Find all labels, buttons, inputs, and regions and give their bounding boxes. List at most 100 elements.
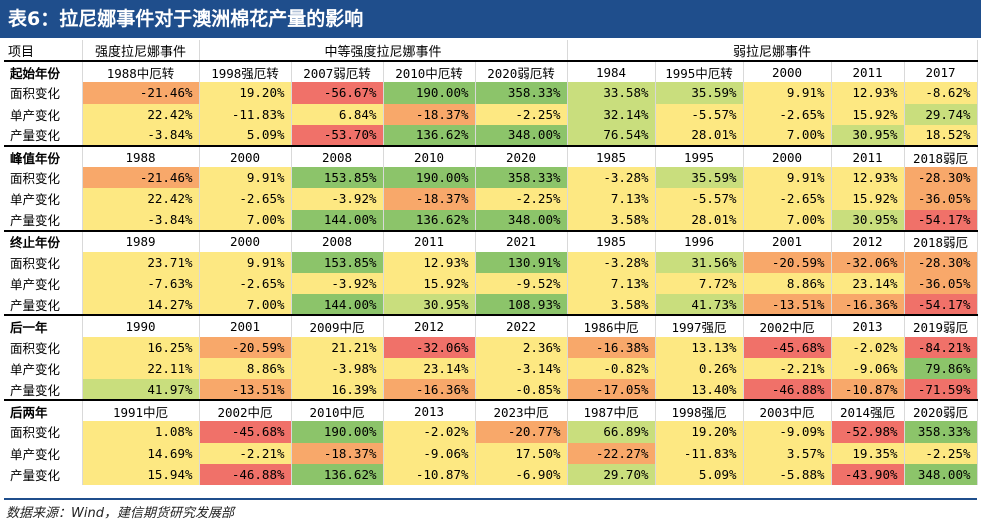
table-row: 面积变化 -21.46% 19.20% -56.67% 190.00% 358.33% 33… (4, 82, 978, 104)
value-cell: 1.08% (82, 421, 200, 443)
row-label: 面积变化 (4, 421, 83, 443)
row-label: 产量变化 (4, 209, 83, 231)
value-cell: -20.59% (199, 336, 292, 358)
value-cell: -46.88% (199, 463, 292, 485)
table-row: 面积变化 -21.46% 9.91% 153.85% 190.00% 358.33% -3.… (4, 167, 978, 189)
table-row: 单产变化 22.11% 8.86% -3.98% 23.14% -3.14% -0.82% 0… (4, 357, 978, 379)
row-label: 单产变化 (4, 273, 83, 295)
header-strong: 强度拉尼娜事件 (82, 40, 200, 62)
value-cell: 7.00% (743, 209, 832, 231)
value-cell: -2.21% (199, 442, 292, 464)
value-cell: -71.59% (904, 379, 978, 401)
section-label: 起始年份 (4, 60, 83, 83)
value-cell: -9.06% (383, 442, 476, 464)
year-cell: 2010 (383, 144, 476, 168)
year-cell: 2014强厄 (831, 399, 905, 422)
value-cell: 13.13% (655, 336, 744, 358)
value-cell: -46.88% (743, 379, 832, 401)
value-cell: 2.36% (475, 336, 568, 358)
table-row: 产量变化 14.27% 7.00% 144.00% 30.95% 108.93% 3.58%… (4, 294, 978, 316)
year-cell: 2013 (383, 399, 476, 422)
value-cell: 15.92% (383, 273, 476, 295)
value-cell: 190.00% (383, 167, 476, 189)
value-cell: -7.63% (82, 273, 200, 295)
value-cell: 9.91% (199, 251, 292, 274)
year-cell: 2002中厄 (199, 399, 292, 422)
value-cell: -2.65% (199, 188, 292, 210)
year-cell: 1995中厄转 (655, 60, 744, 83)
value-cell: -11.83% (655, 442, 744, 464)
value-cell: 66.89% (567, 421, 656, 443)
value-cell: 12.93% (383, 251, 476, 274)
value-cell: 28.01% (655, 124, 744, 146)
value-cell: -9.06% (831, 357, 905, 379)
value-cell: 29.70% (567, 463, 656, 485)
value-cell: 348.00% (475, 209, 568, 231)
year-cell: 2019弱厄 (904, 314, 978, 337)
value-cell: -3.84% (82, 124, 200, 146)
value-cell: 23.14% (831, 273, 905, 295)
value-cell: 14.27% (82, 294, 200, 316)
year-cell: 2008 (291, 229, 384, 252)
value-cell: 5.09% (655, 463, 744, 485)
value-cell: -21.46% (82, 82, 200, 104)
value-cell: 16.25% (82, 336, 200, 358)
value-cell: 6.84% (291, 103, 384, 125)
value-cell: 22.42% (82, 188, 200, 210)
value-cell: 30.95% (831, 124, 905, 146)
value-cell: 28.01% (655, 209, 744, 231)
value-cell: -18.37% (383, 188, 476, 210)
value-cell: 30.95% (383, 294, 476, 316)
value-cell: -3.14% (475, 357, 568, 379)
year-cell: 1995 (655, 144, 744, 168)
value-cell: 7.13% (567, 273, 656, 295)
year-cell: 2013 (831, 314, 905, 337)
table-row: 产量变化 -3.84% 7.00% 144.00% 136.62% 348.00% 3.58… (4, 209, 978, 231)
value-cell: 41.73% (655, 294, 744, 316)
value-cell: -10.87% (831, 379, 905, 401)
value-cell: -56.67% (291, 82, 384, 104)
value-cell: -53.70% (291, 124, 384, 146)
value-cell: -0.82% (567, 357, 656, 379)
table-row: 产量变化 41.97% -13.51% 16.39% -16.36% -0.85% -17.… (4, 379, 978, 401)
value-cell: 23.71% (82, 251, 200, 274)
value-cell: -45.68% (199, 421, 292, 443)
value-cell: -16.36% (831, 294, 905, 316)
value-cell: -3.92% (291, 273, 384, 295)
value-cell: 14.69% (82, 442, 200, 464)
value-cell: 153.85% (291, 167, 384, 189)
value-cell: 153.85% (291, 251, 384, 274)
year-cell: 2011 (831, 144, 905, 168)
value-cell: -36.05% (904, 188, 978, 210)
section-year-row: 峰值年份 1988 2000 2008 2010 2020 1985 1995 2000 2011… (4, 144, 978, 168)
value-cell: -28.30% (904, 167, 978, 189)
value-cell: -18.37% (383, 103, 476, 125)
value-cell: -5.57% (655, 188, 744, 210)
value-cell: 190.00% (383, 82, 476, 104)
value-cell: 35.59% (655, 167, 744, 189)
value-cell: 22.11% (82, 357, 200, 379)
row-label: 产量变化 (4, 463, 83, 485)
value-cell: -18.37% (291, 442, 384, 464)
value-cell: 348.00% (904, 463, 978, 485)
table-row: 产量变化 -3.84% 5.09% -53.70% 136.62% 348.00% 76.5… (4, 124, 978, 146)
row-label: 面积变化 (4, 336, 83, 358)
year-cell: 2010中厄 (291, 399, 384, 422)
value-cell: -2.65% (743, 188, 832, 210)
year-cell: 2020 (475, 144, 568, 168)
value-cell: 19.20% (199, 82, 292, 104)
table-row: 单产变化 14.69% -2.21% -18.37% -9.06% 17.50% -22.2… (4, 442, 978, 464)
value-cell: 13.40% (655, 379, 744, 401)
value-cell: 7.00% (199, 209, 292, 231)
value-cell: -3.28% (567, 167, 656, 189)
value-cell: 190.00% (291, 421, 384, 443)
value-cell: -3.28% (567, 251, 656, 274)
value-cell: -52.98% (831, 421, 905, 443)
header-row: 项目 强度拉尼娜事件 中等强度拉尼娜事件 弱拉尼娜事件 (4, 40, 978, 62)
section-year-row: 后两年 1991中厄 2002中厄 2010中厄 2013 2023中厄 1987中厄 199… (4, 399, 978, 422)
section-label: 峰值年份 (4, 144, 83, 168)
table-row: 面积变化 23.71% 9.91% 153.85% 12.93% 130.91% -3.28… (4, 251, 978, 274)
section-label: 后两年 (4, 399, 83, 422)
section-label: 后一年 (4, 314, 83, 337)
